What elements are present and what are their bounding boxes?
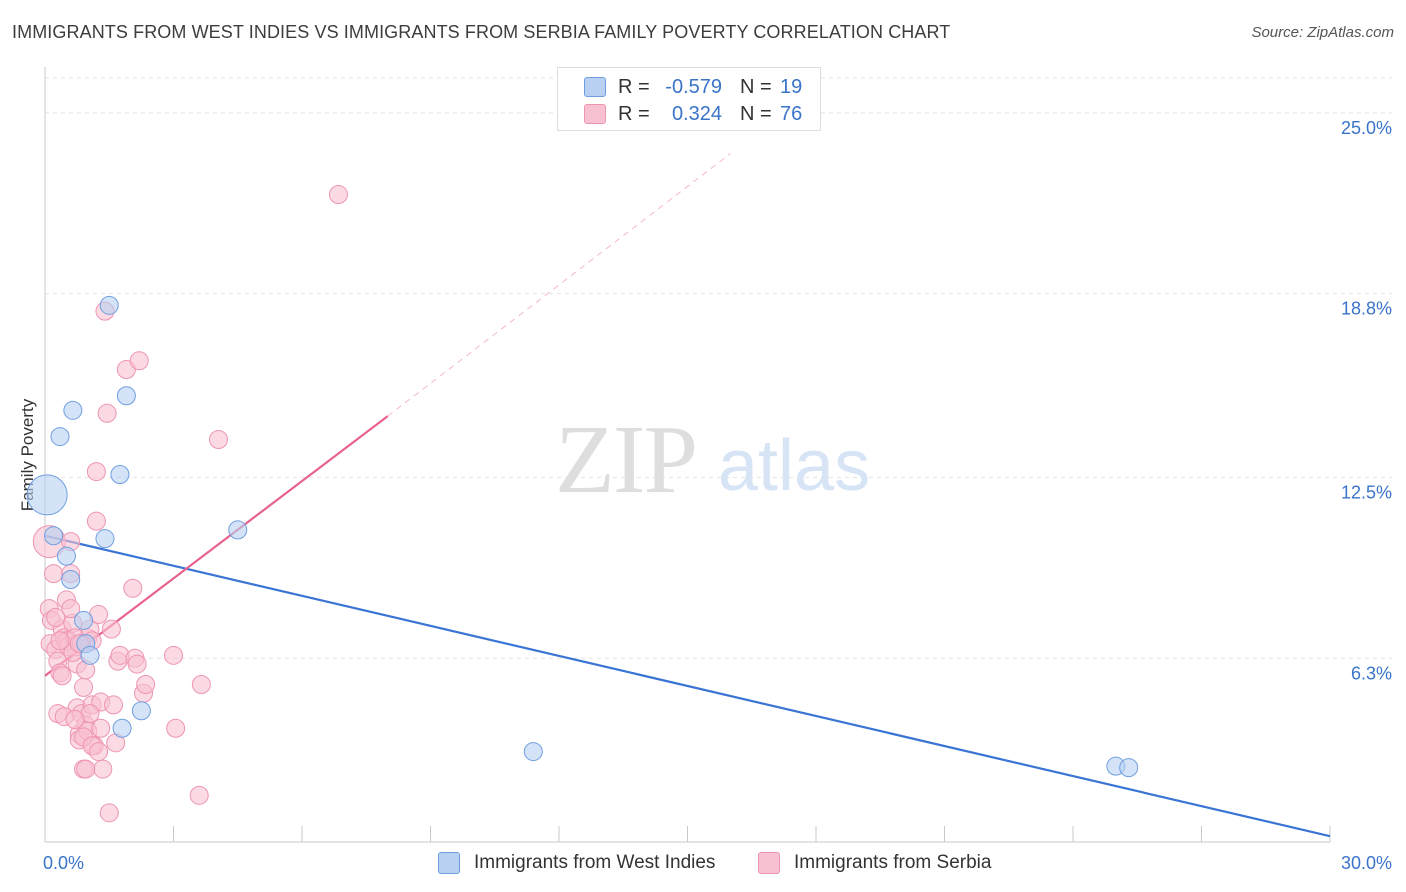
point-serbia: [104, 695, 124, 715]
y-tick-label: 25.0%: [1341, 118, 1392, 138]
legend-label-serbia: Immigrants from Serbia: [794, 852, 992, 873]
legend-r-value: 0.324: [671, 102, 722, 125]
point-west-indies: [228, 520, 248, 540]
point-west-indies: [80, 645, 100, 665]
trend-line-serbia-extension: [387, 153, 731, 417]
point-west-indies: [523, 742, 543, 762]
data-points: [26, 185, 1139, 823]
point-serbia: [127, 654, 147, 674]
correlation-legend: R = -0.579 N = 19 R = 0.324 N = 76: [557, 67, 821, 131]
point-serbia: [136, 675, 156, 694]
point-serbia: [123, 578, 143, 598]
legend-swatch-blue: [438, 852, 460, 874]
trend-line-serbia: [44, 415, 389, 677]
point-serbia: [74, 677, 94, 697]
source-credit: Source: ZipAtlas.com: [1251, 24, 1394, 41]
point-west-indies: [63, 400, 83, 420]
trend-line-west-indies: [44, 534, 1331, 838]
legend-row-serbia: R = 0.324 N = 76: [584, 101, 802, 127]
point-serbia: [86, 511, 106, 531]
chart-title: IMMIGRANTS FROM WEST INDIES VS IMMIGRANT…: [12, 22, 951, 42]
point-serbia: [164, 645, 183, 665]
trend-lines: [44, 153, 1331, 838]
legend-item-serbia[interactable]: Immigrants from Serbia: [758, 852, 991, 874]
point-serbia: [86, 462, 106, 482]
legend-row-west-indies: R = -0.579 N = 19: [584, 74, 802, 100]
point-serbia: [129, 351, 149, 371]
point-west-indies: [110, 465, 130, 484]
grid-lines: [45, 77, 1392, 659]
legend-n-value: 19: [780, 75, 803, 98]
legend-r-value: -0.579: [665, 75, 722, 98]
legend-n-label: N =: [740, 102, 772, 125]
legend-n-label: N =: [740, 75, 772, 98]
legend-item-west-indies[interactable]: Immigrants from West Indies: [438, 852, 715, 874]
series-legend: Immigrants from West Indies Immigrants f…: [0, 852, 1406, 878]
legend-swatch-pink: [584, 104, 606, 124]
point-west-indies: [95, 529, 115, 549]
point-serbia: [97, 403, 117, 423]
point-serbia: [208, 430, 228, 449]
point-serbia: [328, 185, 348, 204]
legend-n-value: 76: [780, 102, 803, 125]
point-west-indies: [26, 474, 68, 516]
point-serbia: [46, 607, 66, 627]
point-west-indies: [112, 718, 132, 738]
point-serbia: [93, 759, 113, 779]
y-tick-label: 6.3%: [1351, 663, 1392, 683]
point-west-indies: [44, 526, 64, 546]
point-serbia: [166, 718, 186, 738]
legend-swatch-blue: [584, 77, 606, 97]
watermark-zip: ZIP: [555, 406, 696, 514]
point-west-indies: [131, 701, 151, 721]
point-serbia: [61, 599, 81, 619]
point-west-indies: [50, 427, 70, 447]
point-serbia: [101, 619, 121, 639]
point-west-indies: [61, 570, 81, 589]
legend-label-west-indies: Immigrants from West Indies: [474, 852, 716, 873]
watermark: ZIP atlas: [555, 406, 870, 514]
point-serbia: [52, 666, 72, 686]
x-tick-label: 30.0%: [1341, 853, 1392, 873]
point-serbia: [65, 710, 85, 729]
legend-swatch-pink: [758, 852, 780, 874]
point-serbia: [99, 803, 119, 823]
point-west-indies: [116, 386, 136, 406]
point-serbia: [76, 759, 96, 779]
point-serbia: [89, 742, 109, 762]
point-serbia: [44, 564, 64, 584]
point-serbia: [50, 631, 70, 651]
point-west-indies: [56, 546, 76, 566]
point-serbia: [91, 718, 111, 738]
point-west-indies: [1119, 758, 1139, 778]
legend-r-label: R =: [618, 75, 650, 98]
y-tick-label: 12.5%: [1341, 482, 1392, 502]
axes: [44, 67, 1331, 843]
x-tick-label: 0.0%: [43, 853, 84, 873]
point-west-indies: [74, 610, 94, 630]
tick-labels: 6.3% 12.5% 18.8% 25.0% 0.0% 30.0%: [43, 118, 1392, 873]
point-serbia: [191, 675, 211, 694]
y-tick-label: 18.8%: [1341, 299, 1392, 319]
point-serbia: [189, 785, 209, 805]
point-west-indies: [99, 295, 119, 315]
watermark-atlas: atlas: [718, 426, 870, 506]
legend-r-label: R =: [618, 102, 650, 125]
